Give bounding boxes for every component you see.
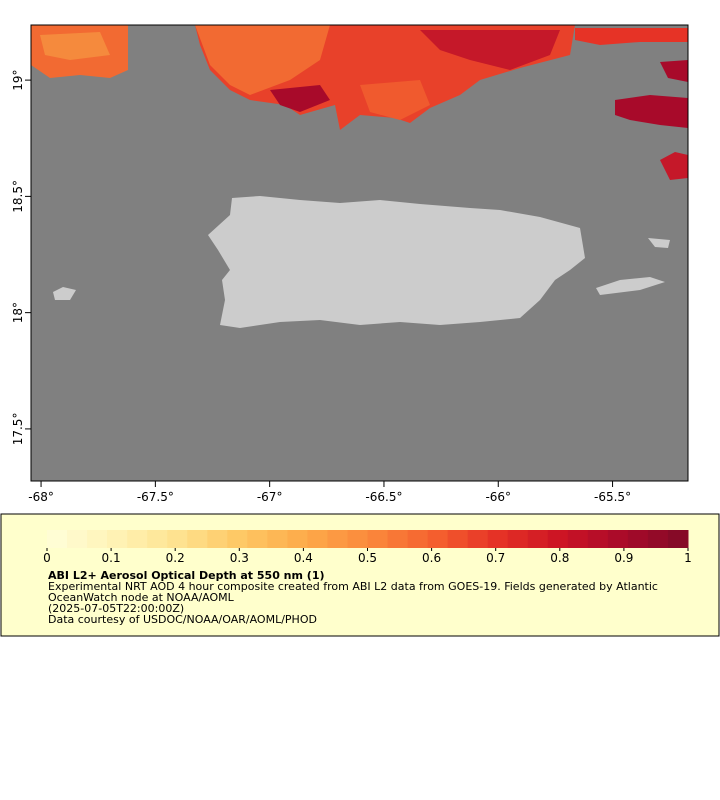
aerosol-patch [660, 152, 688, 180]
colorbar-step [587, 530, 609, 548]
x-tick-label: -66° [485, 490, 511, 504]
colorbar-tick-label: 0.8 [550, 551, 569, 565]
land [53, 196, 670, 328]
mona-island [53, 287, 76, 300]
colorbar-step [207, 530, 228, 548]
colorbar-step [427, 530, 449, 548]
colorbar-step [227, 530, 248, 548]
x-tick-label: -65.5° [594, 490, 631, 504]
culebra [648, 238, 670, 248]
legend-text: ABI L2+ Aerosol Optical Depth at 550 nm … [48, 570, 688, 625]
colorbar-step [527, 530, 549, 548]
colorbar-step [87, 530, 108, 548]
x-tick-label: -66.5° [365, 490, 402, 504]
colorbar-step [267, 530, 288, 548]
colorbar-step [127, 530, 148, 548]
legend-title: ABI L2+ Aerosol Optical Depth at 550 nm … [48, 569, 325, 582]
vieques [596, 277, 665, 295]
aerosol-patch [660, 60, 688, 82]
colorbar-tick-label: 0.4 [294, 551, 313, 565]
colorbar-tick-label: 0.1 [102, 551, 121, 565]
colorbar-tick-label: 0.3 [230, 551, 249, 565]
colorbar-step [507, 530, 529, 548]
y-tick-label: 17.5° [11, 413, 25, 446]
colorbar-step [607, 530, 629, 548]
colorbar-step [627, 530, 649, 548]
aerosol-patch [195, 25, 330, 95]
x-tick-label: -67° [257, 490, 283, 504]
colorbar-step [307, 530, 328, 548]
colorbar-tick-label: 0.2 [166, 551, 185, 565]
aerosol-patch [615, 95, 688, 128]
colorbar-step [287, 530, 308, 548]
colorbar-step [647, 530, 669, 548]
colorbar-step [447, 530, 469, 548]
colorbar-step [67, 530, 88, 548]
colorbar-tick-label: 1 [684, 551, 692, 565]
colorbar-step [667, 530, 689, 548]
colorbar-step [487, 530, 509, 548]
colorbar-tick-label: 0.9 [614, 551, 633, 565]
x-tick-label: -67.5° [137, 490, 174, 504]
colorbar-step [327, 530, 348, 548]
colorbar-step [187, 530, 208, 548]
legend-line: Experimental NRT AOD 4 hour composite cr… [48, 580, 658, 604]
colorbar-tick-label: 0.6 [422, 551, 441, 565]
colorbar-step [247, 530, 268, 548]
colorbar-step [387, 530, 409, 548]
y-tick-label: 19° [11, 69, 25, 90]
colorbar-step [167, 530, 188, 548]
puerto-rico [208, 196, 585, 328]
aerosol-patch [360, 80, 430, 120]
aerosol-patch [270, 85, 330, 112]
colorbar-step [347, 530, 368, 548]
colorbar-step [407, 530, 429, 548]
colorbar-tick-label: 0.5 [358, 551, 377, 565]
aerosol-field [31, 25, 688, 180]
aerosol-patch [575, 28, 688, 45]
legend-line: Data courtesy of USDOC/NOAA/OAR/AOML/PHO… [48, 613, 317, 626]
y-tick-label: 18° [11, 302, 25, 323]
legend-line: (2025-07-05T22:00:00Z) [48, 602, 185, 615]
aerosol-patch [40, 32, 110, 60]
map-frame [30, 24, 689, 482]
colorbar-step [147, 530, 168, 548]
x-tick-label: -68° [28, 490, 54, 504]
colorbar-tick-label: 0 [43, 551, 51, 565]
colorbar-step [47, 530, 68, 548]
colorbar-step [467, 530, 489, 548]
colorbar-step [547, 530, 569, 548]
colorbar-tick-label: 0.7 [486, 551, 505, 565]
colorbar-step [367, 530, 389, 548]
y-tick-label: 18.5° [11, 180, 25, 213]
colorbar-step [567, 530, 589, 548]
colorbar-step [107, 530, 128, 548]
aerosol-patch [420, 30, 560, 70]
